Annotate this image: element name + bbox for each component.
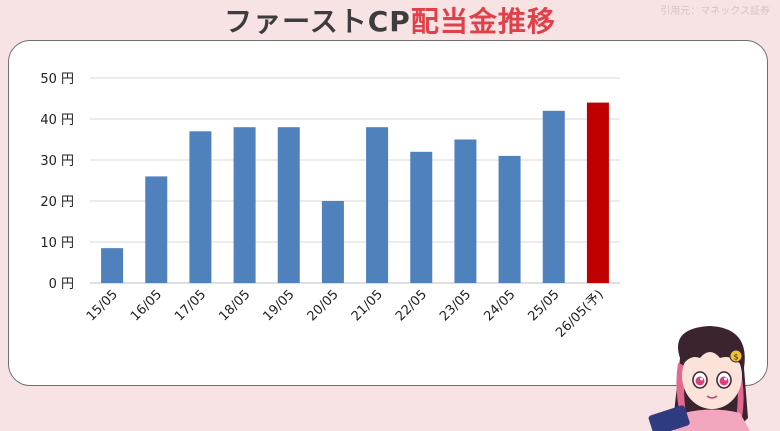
bar — [410, 151, 433, 283]
bar — [542, 110, 565, 283]
x-tick-label: 18/05 — [216, 287, 253, 324]
x-tick-label: 17/05 — [172, 287, 209, 324]
bar — [277, 127, 300, 283]
x-tick-label: 19/05 — [260, 287, 297, 324]
bar — [321, 201, 344, 283]
x-tick-label: 25/05 — [525, 287, 562, 324]
bar — [498, 155, 521, 283]
title-subject: 配当金推移 — [410, 5, 556, 38]
title-company: ファーストCP — [224, 5, 411, 38]
bar — [366, 127, 389, 283]
x-tick-label: 23/05 — [437, 287, 474, 324]
y-tick-label: 40 円 — [40, 113, 74, 128]
y-tick-label: 50 円 — [40, 72, 74, 87]
y-tick-label: 30 円 — [40, 154, 74, 169]
x-tick-label: 26/05(予) — [553, 287, 606, 340]
bar — [101, 248, 124, 283]
x-tick-label: 15/05 — [84, 287, 121, 324]
source-credit: 引用元：マネックス証券 — [660, 6, 770, 17]
svg-text:$: $ — [733, 353, 738, 362]
bar — [189, 131, 212, 283]
y-tick-label: 20 円 — [40, 195, 74, 210]
x-tick-label: 24/05 — [481, 287, 518, 324]
page-title: ファーストCP配当金推移 — [0, 0, 780, 44]
x-tick-label: 22/05 — [393, 287, 430, 324]
bar-forecast — [586, 102, 609, 283]
y-tick-label: 10 円 — [40, 236, 74, 251]
x-tick-label: 20/05 — [305, 287, 342, 324]
y-tick-label: 0 円 — [49, 277, 74, 292]
x-tick-label: 16/05 — [128, 287, 165, 324]
bar — [145, 176, 168, 283]
bar — [233, 127, 256, 283]
x-tick-label: 21/05 — [349, 287, 386, 324]
mascot-avatar: $ — [648, 326, 750, 431]
bar — [454, 139, 477, 283]
